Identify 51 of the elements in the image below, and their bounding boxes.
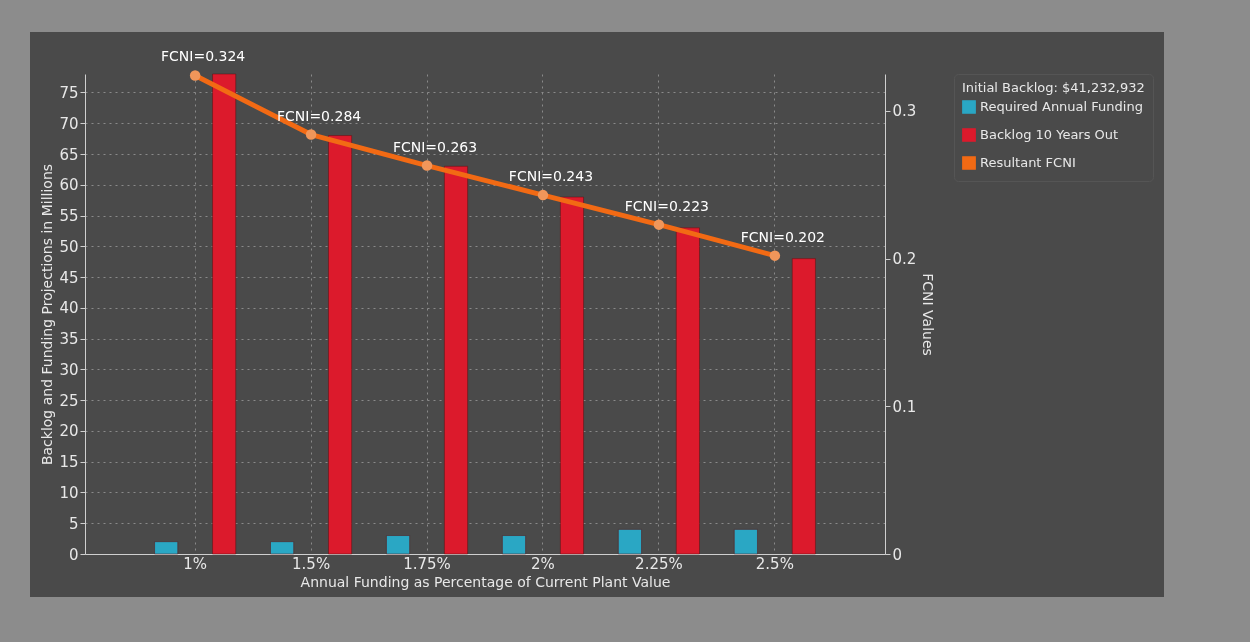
data-label: FCNI=0.263 bbox=[392, 138, 478, 155]
y2-tick-label: 0.2 bbox=[892, 250, 917, 269]
bar bbox=[386, 535, 410, 555]
y-tick-label: 0 bbox=[68, 545, 79, 564]
bar bbox=[328, 135, 352, 555]
bar bbox=[560, 196, 584, 555]
x-axis-title: Annual Funding as Percentage of Current Plant Value bbox=[300, 573, 671, 590]
data-label: FCNI=0.284 bbox=[276, 107, 362, 124]
legend-label: Resultant FCNI bbox=[980, 155, 1076, 170]
data-label: FCNI=0.223 bbox=[624, 197, 710, 214]
bar bbox=[676, 227, 700, 555]
x-tick-label: 1.5% bbox=[292, 554, 331, 573]
x-tick-label: 1% bbox=[183, 554, 208, 573]
y-tick-label: 15 bbox=[59, 453, 79, 472]
data-label: FCNI=0.202 bbox=[740, 228, 825, 245]
data-label: FCNI=0.324 bbox=[161, 48, 246, 65]
y-tick-label: 30 bbox=[59, 360, 79, 379]
y-tick-label: 70 bbox=[59, 114, 79, 133]
legend-title: Initial Backlog: $41,232,932 bbox=[962, 80, 1145, 95]
bar bbox=[212, 73, 236, 555]
y2-axis-title: FCNI Values bbox=[920, 273, 937, 356]
y-tick-label: 40 bbox=[59, 299, 79, 318]
y-tick-label: 35 bbox=[59, 330, 79, 349]
y-tick-label: 10 bbox=[59, 483, 79, 502]
legend-label: Backlog 10 Years Out bbox=[980, 127, 1119, 142]
bar bbox=[792, 258, 816, 555]
y-tick-label: 45 bbox=[59, 268, 79, 287]
y-tick-label: 5 bbox=[68, 514, 79, 533]
y-tick-label: 65 bbox=[59, 145, 79, 164]
x-tick-label: 2.5% bbox=[755, 554, 794, 573]
bar bbox=[618, 529, 642, 555]
x-tick-label: 2% bbox=[531, 554, 555, 573]
y-tick-label: 60 bbox=[59, 176, 79, 195]
y-axis-title: Backlog and Funding Projections in Millions bbox=[39, 163, 56, 466]
y-tick-label: 25 bbox=[59, 391, 79, 410]
y2-tick-label: 0.3 bbox=[892, 102, 917, 121]
y2-tick-label: 0.1 bbox=[892, 397, 917, 416]
legend-label: Required Annual Funding bbox=[980, 99, 1143, 114]
bar bbox=[270, 541, 294, 555]
bar bbox=[734, 529, 758, 555]
x-tick-label: 2.25% bbox=[635, 554, 683, 573]
y-tick-label: 75 bbox=[59, 83, 79, 102]
y-tick-label: 50 bbox=[59, 237, 79, 256]
bar bbox=[502, 535, 526, 555]
y-tick-label: 55 bbox=[59, 207, 79, 226]
y2-tick-label: 0 bbox=[892, 545, 903, 564]
y-tick-label: 20 bbox=[59, 422, 79, 441]
x-tick-label: 1.75% bbox=[403, 554, 451, 573]
bar bbox=[444, 166, 468, 555]
data-label: FCNI=0.243 bbox=[508, 168, 594, 185]
bar bbox=[154, 541, 178, 555]
